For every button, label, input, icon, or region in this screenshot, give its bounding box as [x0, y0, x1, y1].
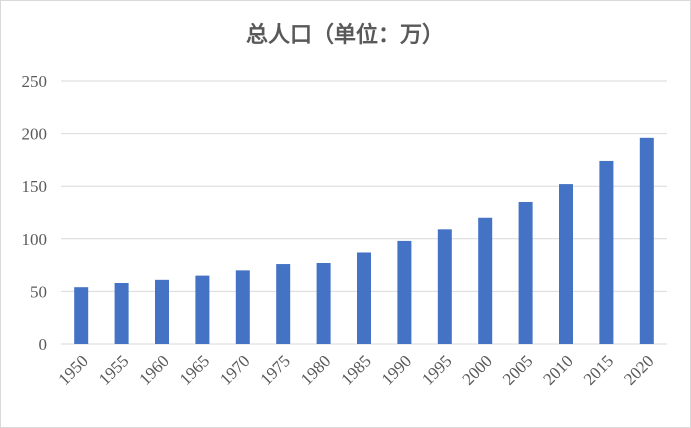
x-axis: 1950 1955 1960 1965 1970 1975 1980 1985 1990 1995…	[55, 351, 658, 388]
bar-1970	[235, 270, 250, 344]
bar-2015	[599, 160, 614, 344]
bar-1950	[74, 287, 89, 344]
x-tick-label: 2010	[539, 351, 576, 388]
y-tick-label: 250	[22, 72, 48, 91]
y-axis: 0 50 100 150 200 250	[22, 72, 48, 354]
bar-1955	[114, 282, 129, 344]
bar-2000	[478, 217, 493, 344]
x-tick-label: 1990	[378, 351, 415, 388]
bar-1975	[276, 264, 291, 344]
bar-1980	[316, 262, 331, 344]
bar-1965	[195, 275, 210, 344]
x-tick-label: 1965	[176, 351, 213, 388]
bar-1995	[437, 229, 452, 344]
y-tick-label: 100	[22, 230, 48, 249]
bar-2010	[559, 184, 573, 344]
x-tick-label: 1970	[216, 351, 253, 388]
x-tick-label: 1960	[135, 351, 172, 388]
bar-2020	[639, 137, 654, 344]
bar-1985	[357, 252, 371, 344]
y-tick-label: 0	[39, 335, 48, 354]
x-tick-label: 1995	[418, 351, 455, 388]
x-tick-label: 2020	[620, 351, 657, 388]
y-tick-label: 50	[30, 282, 47, 301]
y-tick-label: 200	[22, 125, 48, 144]
x-tick-label: 1980	[297, 351, 334, 388]
x-tick-label: 1955	[95, 351, 132, 388]
bars	[74, 137, 654, 344]
x-tick-label: 1950	[55, 351, 92, 388]
x-tick-label: 2000	[459, 351, 496, 388]
x-tick-label: 2005	[499, 351, 536, 388]
x-tick-label: 1975	[257, 351, 294, 388]
y-tick-label: 150	[22, 177, 48, 196]
x-tick-label: 2015	[580, 351, 617, 388]
chart-title: 总人口（单位：万）	[246, 22, 444, 48]
x-tick-label: 1985	[337, 351, 374, 388]
bar-1990	[397, 240, 412, 344]
bar-1960	[155, 279, 169, 344]
bar-2005	[518, 201, 533, 344]
